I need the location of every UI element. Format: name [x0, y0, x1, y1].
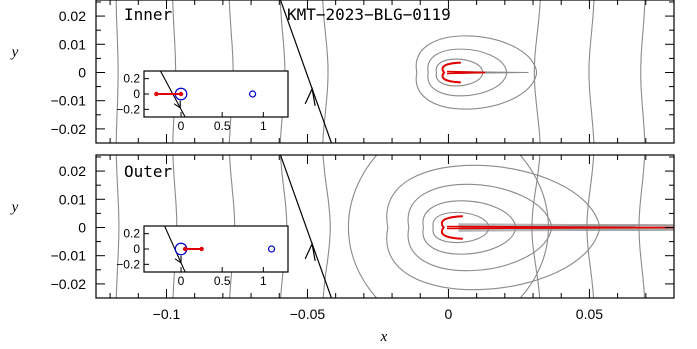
caustic-curve: [440, 215, 463, 240]
inset-y-tick-label: 0: [133, 87, 140, 101]
contour-line: [322, 0, 329, 143]
caustic-tail: [447, 71, 486, 75]
y-tick-label: −0.01: [51, 93, 87, 109]
inset-x-tick-label: 1: [260, 274, 267, 288]
contour-line: [588, 0, 595, 143]
x-tick-label: −0.05: [290, 306, 326, 322]
y-tick-label: −0.01: [51, 248, 87, 264]
panel-label: Inner: [124, 5, 173, 24]
y-tick-label: 0: [78, 219, 86, 235]
contour-line: [640, 0, 646, 143]
trajectory-arrow: [304, 86, 316, 106]
contour-streak: [458, 229, 674, 232]
contour-line: [322, 155, 331, 298]
inset-x-tick-label: 1: [260, 119, 267, 133]
y-axis-title: y: [10, 199, 19, 215]
source-trajectory: [280, 0, 332, 143]
panel-outer: 0.02 0.01 0 −0.01 −0.02 −0.1 −0.05 0 0.05 y Outer 0…: [10, 154, 675, 322]
y-axis-title: y: [10, 44, 19, 60]
contour-streak: [458, 224, 674, 227]
contour-line: [115, 155, 120, 298]
inset-x-tick-label: 0.5: [214, 119, 231, 133]
plot-frame: [95, 154, 675, 299]
plot-frame: [95, 0, 675, 144]
inset-y-tick-label: 0.2: [123, 72, 140, 86]
inset-caustic-point: [154, 91, 159, 97]
lens-circle: [267, 245, 276, 253]
y-tick-label: 0: [78, 64, 86, 80]
x-tick-label: 0.05: [576, 306, 603, 322]
x-tick-label: 0: [445, 306, 453, 322]
inset-x-tick-label: 0: [178, 274, 185, 288]
inset: 0 0.5 10.20−0.2: [116, 70, 289, 133]
lens-circle: [249, 90, 257, 98]
contour-ring: [415, 35, 537, 110]
trajectory-arrow: [304, 241, 316, 261]
source-trajectory: [280, 155, 332, 298]
y-tick-label: 0.02: [59, 8, 86, 24]
panel-label: Outer: [124, 162, 173, 181]
caustic-tail: [447, 226, 674, 230]
y-tick-label: 0.02: [59, 163, 86, 179]
inset-y-tick-label: 0: [133, 242, 140, 256]
contour-line: [347, 155, 378, 298]
inset-caustic-point: [182, 246, 188, 252]
inset-arrow: [174, 255, 182, 264]
figure-title: KMT−2023−BLG−0119: [287, 5, 451, 24]
y-tick-label: 0.01: [59, 36, 86, 52]
y-tick-label: −0.02: [51, 121, 87, 137]
inset-caustic-point: [199, 246, 204, 252]
contour-streak: [458, 228, 674, 231]
inset-y-tick-label: −0.2: [116, 102, 140, 116]
inset-arrow: [173, 100, 181, 109]
inset-x-tick-label: 0.5: [214, 274, 231, 288]
inset-y-tick-label: 0.2: [123, 227, 140, 241]
y-tick-label: −0.02: [51, 276, 87, 292]
inset-y-tick-label: −0.2: [116, 257, 140, 271]
x-axis-title: x: [380, 329, 388, 345]
contour-streak: [458, 223, 674, 226]
caustic-curve: [441, 61, 461, 84]
x-tick-label: −0.1: [153, 306, 181, 322]
inset-x-tick-label: 0: [178, 119, 185, 133]
contour-line: [115, 0, 119, 143]
y-tick-label: 0.01: [59, 191, 86, 207]
contour-line: [533, 0, 541, 143]
inset: 0 0.5 10.20−0.2: [116, 225, 289, 288]
inset-caustic-point: [178, 91, 184, 97]
inset-frame: [143, 225, 289, 273]
